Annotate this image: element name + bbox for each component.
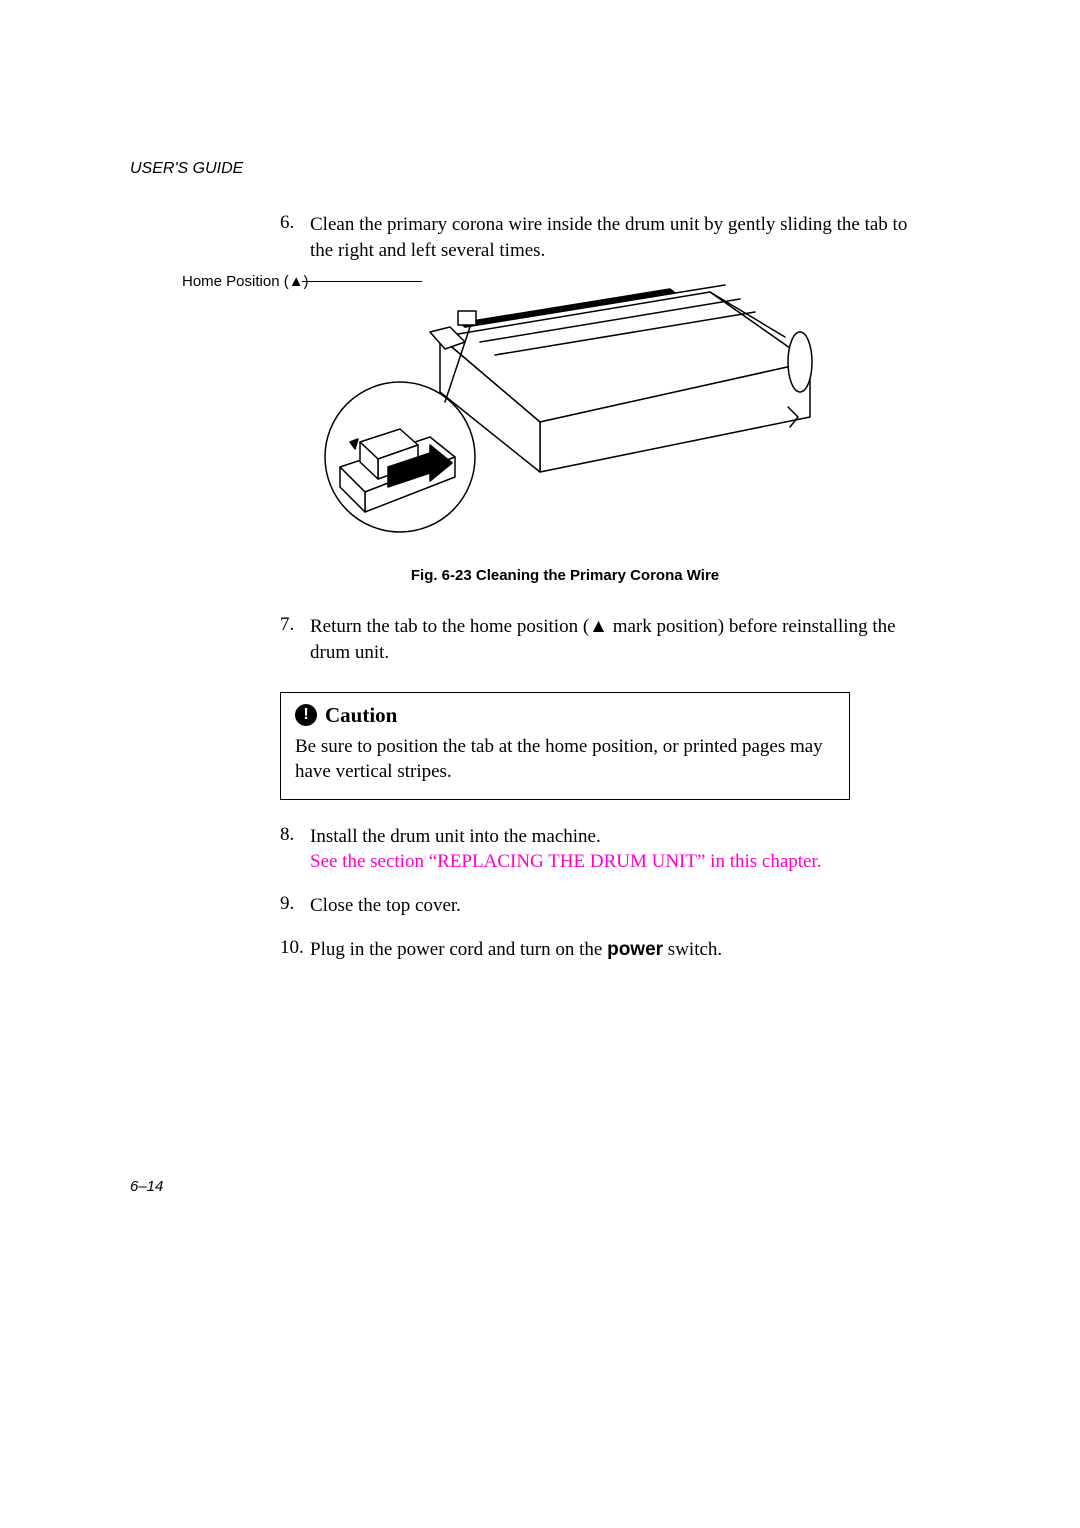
step-number: 8. (280, 824, 310, 846)
step-9: 9. Close the top cover. (280, 893, 950, 919)
bold-term: power (607, 939, 663, 960)
caution-text: Be sure to position the tab at the home … (295, 734, 835, 785)
drum-unit-illustration (280, 267, 850, 547)
caution-box: ! Caution Be sure to position the tab at… (280, 692, 850, 800)
step-text-part: Return the tab to the home position ( (310, 616, 589, 637)
page-content: USER'S GUIDE 6. Clean the primary corona… (130, 160, 950, 966)
step-text: Install the drum unit into the machine. … (310, 824, 822, 875)
page-number: 6–14 (130, 1178, 163, 1195)
step-8: 8. Install the drum unit into the machin… (280, 824, 950, 875)
step-10: 10. Plug in the power cord and turn on t… (280, 937, 950, 963)
step-text-part: Plug in the power cord and turn on the (310, 939, 607, 960)
triangle-mark-icon: ▲ (589, 616, 608, 637)
figure-6-23: Home Position (▲) (130, 267, 950, 557)
step-text: Plug in the power cord and turn on the p… (310, 937, 722, 963)
step-text: Close the top cover. (310, 893, 461, 919)
step-text: Clean the primary corona wire inside the… (310, 212, 930, 263)
running-header: USER'S GUIDE (130, 160, 950, 178)
step-text: Return the tab to the home position (▲ m… (310, 614, 930, 665)
step-number: 6. (280, 212, 310, 234)
caution-title: Caution (325, 703, 397, 728)
step-number: 10. (280, 937, 310, 959)
step-6: 6. Clean the primary corona wire inside … (280, 212, 950, 263)
cross-reference-link[interactable]: See the section “REPLACING THE DRUM UNIT… (310, 851, 822, 872)
figure-caption: Fig. 6-23 Cleaning the Primary Corona Wi… (280, 567, 850, 584)
step-number: 7. (280, 614, 310, 636)
step-7: 7. Return the tab to the home position (… (280, 614, 950, 665)
step-text-part: Install the drum unit into the machine. (310, 826, 601, 847)
caution-icon: ! (295, 704, 317, 726)
caution-header: ! Caution (295, 703, 835, 728)
step-number: 9. (280, 893, 310, 915)
step-text-part: switch. (663, 939, 722, 960)
